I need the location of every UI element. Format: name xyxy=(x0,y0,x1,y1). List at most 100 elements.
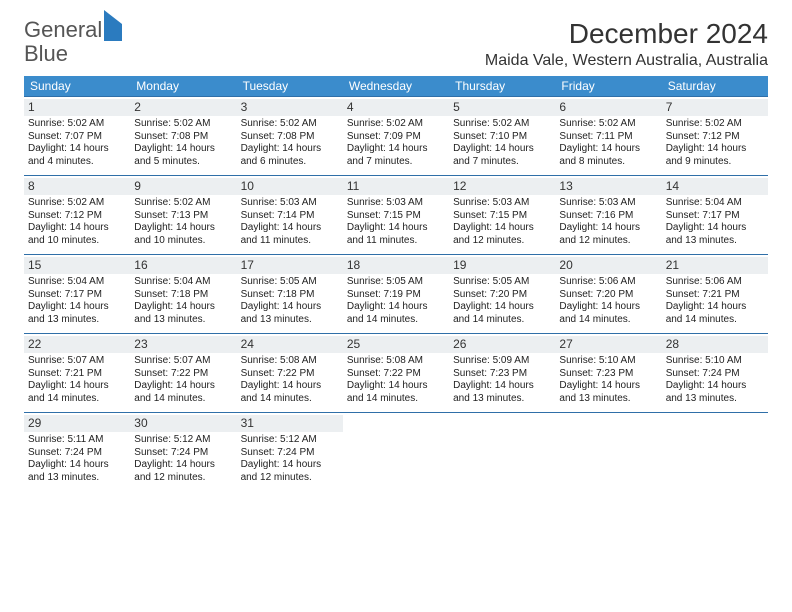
daylight-line-1: Daylight: 14 hours xyxy=(134,143,232,156)
weekday-header: Tuesday xyxy=(237,76,343,96)
daylight-line-1: Daylight: 14 hours xyxy=(453,380,551,393)
daylight-line-1: Daylight: 14 hours xyxy=(134,459,232,472)
calendar-day: 31Sunrise: 5:12 AMSunset: 7:24 PMDayligh… xyxy=(237,413,343,491)
sunrise-line: Sunrise: 5:10 AM xyxy=(559,355,657,368)
daylight-line-2: and 13 minutes. xyxy=(453,393,551,406)
calendar-day: 19Sunrise: 5:05 AMSunset: 7:20 PMDayligh… xyxy=(449,255,555,333)
weekday-header: Friday xyxy=(555,76,661,96)
sunrise-line: Sunrise: 5:03 AM xyxy=(241,197,339,210)
calendar-day: 30Sunrise: 5:12 AMSunset: 7:24 PMDayligh… xyxy=(130,413,236,491)
daylight-line-1: Daylight: 14 hours xyxy=(347,143,445,156)
calendar-week: 15Sunrise: 5:04 AMSunset: 7:17 PMDayligh… xyxy=(24,254,768,333)
day-number: 24 xyxy=(237,336,343,353)
day-number: 12 xyxy=(449,178,555,195)
daylight-line-1: Daylight: 14 hours xyxy=(347,222,445,235)
sunrise-line: Sunrise: 5:02 AM xyxy=(666,118,764,131)
day-number: 10 xyxy=(237,178,343,195)
daylight-line-2: and 13 minutes. xyxy=(241,314,339,327)
sunrise-line: Sunrise: 5:07 AM xyxy=(134,355,232,368)
calendar-week: 22Sunrise: 5:07 AMSunset: 7:21 PMDayligh… xyxy=(24,333,768,412)
sunrise-line: Sunrise: 5:05 AM xyxy=(241,276,339,289)
sunrise-line: Sunrise: 5:02 AM xyxy=(28,118,126,131)
daylight-line-2: and 14 minutes. xyxy=(347,314,445,327)
sunrise-line: Sunrise: 5:02 AM xyxy=(28,197,126,210)
calendar-day: 28Sunrise: 5:10 AMSunset: 7:24 PMDayligh… xyxy=(662,334,768,412)
sunrise-line: Sunrise: 5:02 AM xyxy=(134,197,232,210)
sunset-line: Sunset: 7:18 PM xyxy=(134,289,232,302)
daylight-line-1: Daylight: 14 hours xyxy=(134,301,232,314)
calendar-day: 23Sunrise: 5:07 AMSunset: 7:22 PMDayligh… xyxy=(130,334,236,412)
calendar-day: 13Sunrise: 5:03 AMSunset: 7:16 PMDayligh… xyxy=(555,176,661,254)
day-number: 18 xyxy=(343,257,449,274)
calendar-day xyxy=(555,413,661,491)
sunset-line: Sunset: 7:14 PM xyxy=(241,210,339,223)
sunset-line: Sunset: 7:21 PM xyxy=(28,368,126,381)
day-number: 6 xyxy=(555,99,661,116)
day-number: 11 xyxy=(343,178,449,195)
day-number: 26 xyxy=(449,336,555,353)
calendar-day: 29Sunrise: 5:11 AMSunset: 7:24 PMDayligh… xyxy=(24,413,130,491)
daylight-line-2: and 10 minutes. xyxy=(28,235,126,248)
daylight-line-2: and 12 minutes. xyxy=(241,472,339,485)
calendar-day: 22Sunrise: 5:07 AMSunset: 7:21 PMDayligh… xyxy=(24,334,130,412)
daylight-line-2: and 12 minutes. xyxy=(134,472,232,485)
calendar-day: 5Sunrise: 5:02 AMSunset: 7:10 PMDaylight… xyxy=(449,97,555,175)
daylight-line-2: and 14 minutes. xyxy=(559,314,657,327)
daylight-line-1: Daylight: 14 hours xyxy=(241,222,339,235)
sunset-line: Sunset: 7:15 PM xyxy=(347,210,445,223)
header: General Blue December 2024 Maida Vale, W… xyxy=(24,18,768,70)
calendar-week: 29Sunrise: 5:11 AMSunset: 7:24 PMDayligh… xyxy=(24,412,768,491)
calendar-day: 25Sunrise: 5:08 AMSunset: 7:22 PMDayligh… xyxy=(343,334,449,412)
calendar-day: 15Sunrise: 5:04 AMSunset: 7:17 PMDayligh… xyxy=(24,255,130,333)
daylight-line-2: and 12 minutes. xyxy=(453,235,551,248)
sunrise-line: Sunrise: 5:02 AM xyxy=(134,118,232,131)
day-number: 4 xyxy=(343,99,449,116)
sunrise-line: Sunrise: 5:08 AM xyxy=(241,355,339,368)
logo-text-2: Blue xyxy=(24,41,68,66)
calendar-week: 1Sunrise: 5:02 AMSunset: 7:07 PMDaylight… xyxy=(24,96,768,175)
daylight-line-1: Daylight: 14 hours xyxy=(28,380,126,393)
title-block: December 2024 Maida Vale, Western Austra… xyxy=(485,18,768,70)
calendar-day: 11Sunrise: 5:03 AMSunset: 7:15 PMDayligh… xyxy=(343,176,449,254)
daylight-line-2: and 11 minutes. xyxy=(241,235,339,248)
calendar-day: 10 Sunrise: 5:03 AMSunset: 7:14 PMDayligh… xyxy=(237,176,343,254)
day-number: 14 xyxy=(662,178,768,195)
daylight-line-2: and 5 minutes. xyxy=(134,156,232,169)
sunset-line: Sunset: 7:23 PM xyxy=(559,368,657,381)
sunset-line: Sunset: 7:24 PM xyxy=(241,447,339,460)
daylight-line-1: Daylight: 14 hours xyxy=(28,301,126,314)
sunrise-line: Sunrise: 5:02 AM xyxy=(559,118,657,131)
calendar-day: 2Sunrise: 5:02 AMSunset: 7:08 PMDaylight… xyxy=(130,97,236,175)
calendar-day: 16Sunrise: 5:04 AMSunset: 7:18 PMDayligh… xyxy=(130,255,236,333)
day-number: 15 xyxy=(24,257,130,274)
calendar-day: 26Sunrise: 5:09 AMSunset: 7:23 PMDayligh… xyxy=(449,334,555,412)
daylight-line-1: Daylight: 14 hours xyxy=(241,143,339,156)
daylight-line-1: Daylight: 14 hours xyxy=(241,301,339,314)
sunset-line: Sunset: 7:12 PM xyxy=(666,131,764,144)
day-number: 9 xyxy=(130,178,236,195)
sunset-line: Sunset: 7:20 PM xyxy=(559,289,657,302)
sunset-line: Sunset: 7:10 PM xyxy=(453,131,551,144)
day-number: 13 xyxy=(555,178,661,195)
sunrise-line: Sunrise: 5:04 AM xyxy=(28,276,126,289)
weekday-header: Thursday xyxy=(449,76,555,96)
daylight-line-2: and 6 minutes. xyxy=(241,156,339,169)
daylight-line-1: Daylight: 14 hours xyxy=(134,222,232,235)
sunset-line: Sunset: 7:18 PM xyxy=(241,289,339,302)
daylight-line-2: and 13 minutes. xyxy=(666,235,764,248)
daylight-line-1: Daylight: 14 hours xyxy=(241,459,339,472)
daylight-line-1: Daylight: 14 hours xyxy=(453,143,551,156)
sunrise-line: Sunrise: 5:12 AM xyxy=(134,434,232,447)
daylight-line-2: and 13 minutes. xyxy=(559,393,657,406)
sunrise-line: Sunrise: 5:08 AM xyxy=(347,355,445,368)
daylight-line-2: and 8 minutes. xyxy=(559,156,657,169)
day-number: 30 xyxy=(130,415,236,432)
daylight-line-1: Daylight: 14 hours xyxy=(134,380,232,393)
calendar-day: 18Sunrise: 5:05 AMSunset: 7:19 PMDayligh… xyxy=(343,255,449,333)
logo-text-1: General xyxy=(24,17,102,42)
weekday-header: Wednesday xyxy=(343,76,449,96)
weekday-header: Sunday xyxy=(24,76,130,96)
calendar-day: 4Sunrise: 5:02 AMSunset: 7:09 PMDaylight… xyxy=(343,97,449,175)
sunset-line: Sunset: 7:08 PM xyxy=(134,131,232,144)
month-title: December 2024 xyxy=(485,18,768,50)
